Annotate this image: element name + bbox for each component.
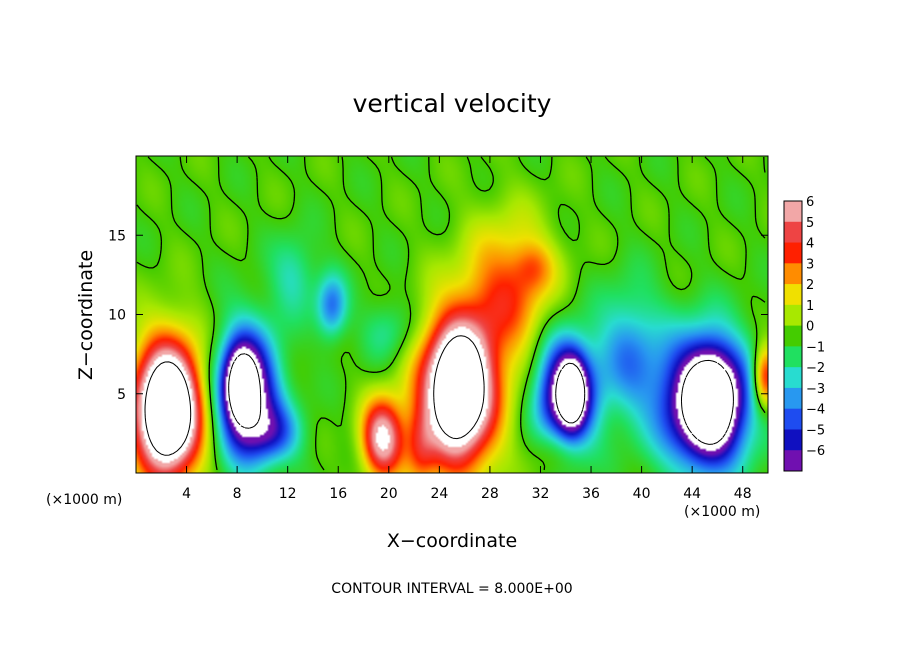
x-tick-label: 20: [380, 486, 398, 502]
colorbar-label: 6: [806, 195, 814, 210]
x-unit-right: (×1000 m): [684, 504, 760, 520]
colorbar-label: 5: [806, 216, 814, 231]
y-axis: 5 10 15: [108, 228, 768, 403]
colorbar-swatch: [784, 242, 802, 264]
y-tick-label: 15: [108, 228, 126, 244]
colorbar-swatch: [784, 450, 802, 472]
y-tick-label: 5: [117, 387, 126, 403]
colorbar-swatch: [784, 263, 802, 285]
x-tick-label: 32: [532, 486, 550, 502]
x-tick-label: 36: [582, 486, 600, 502]
colorbar-label: −1: [806, 340, 825, 355]
x-unit-left: (×1000 m): [46, 492, 122, 508]
x-tick-label: 4: [182, 486, 191, 502]
colorbar-swatch: [784, 429, 802, 451]
contour-lines: [136, 156, 766, 471]
colorbar-label: 4: [806, 237, 814, 252]
x-tick-label: 44: [683, 486, 701, 502]
y-axis-label: Z−coordinate: [75, 250, 97, 380]
colorbar-swatch: [784, 387, 802, 410]
colorbar-label: −3: [806, 382, 825, 397]
colorbar-swatch: [784, 367, 802, 389]
colorbar-label: −4: [806, 403, 825, 418]
x-tick-label: 40: [633, 486, 651, 502]
x-tick-label: 48: [734, 486, 752, 502]
y-tick-label: 10: [108, 308, 126, 324]
contour-level-line: [144, 335, 485, 456]
colorbar-label: −6: [806, 444, 825, 459]
colorbar-label: 3: [806, 257, 814, 272]
colorbar-label: 1: [806, 299, 814, 314]
x-tick-label: 24: [430, 486, 448, 502]
contour-level-line: [228, 353, 734, 445]
colorbar-swatch: [784, 221, 802, 244]
colorbar-label: 2: [806, 278, 814, 293]
colorbar-label: 0: [806, 320, 814, 335]
colorbar-swatch: [784, 346, 802, 368]
colorbar-swatch: [784, 325, 802, 347]
colorbar: 6 5 4 3 2 1 0 −1 −2 −3 −4 −5 −6: [783, 195, 825, 472]
colorbar-swatch: [784, 201, 802, 223]
colorbar-swatch: [784, 408, 802, 430]
x-tick-label: 8: [233, 486, 242, 502]
x-tick-label: 16: [329, 486, 347, 502]
contour-interval-footer: CONTOUR INTERVAL = 8.000E+00: [331, 581, 572, 597]
contour-level-line: [136, 156, 766, 471]
colorbar-frame: [783, 200, 803, 472]
heatmap-field: [136, 156, 768, 473]
x-tick-label: 28: [481, 486, 499, 502]
velocity-field-image: [136, 156, 768, 473]
colorbar-swatch: [784, 284, 802, 306]
colorbar-label: −5: [806, 423, 825, 438]
x-tick-label: 12: [279, 486, 297, 502]
x-axis-label: X−coordinate: [387, 530, 517, 552]
colorbar-swatch: [784, 304, 802, 327]
x-axis: 4 8 12 16 20 24 28 32 36 40 44 48: [182, 156, 752, 502]
colorbar-label: −2: [806, 361, 825, 376]
chart-title: vertical velocity: [353, 89, 552, 118]
